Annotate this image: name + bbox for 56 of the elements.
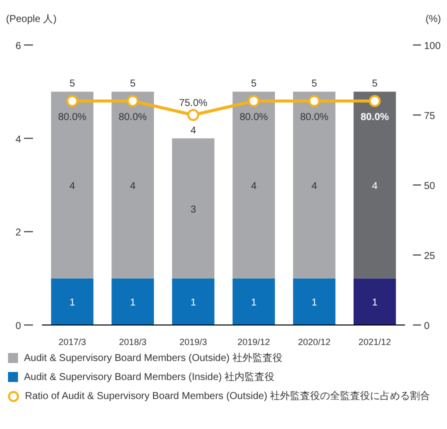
data-label: 4: [130, 181, 136, 192]
y2-tick-label: 75: [424, 111, 436, 122]
x-tick-label: 2017/3: [58, 337, 86, 347]
y2-tick-label: 0: [424, 321, 430, 332]
y2-tick-label: 25: [424, 251, 436, 262]
data-label: 4: [69, 181, 76, 192]
bar: [354, 92, 396, 278]
bar: [112, 278, 154, 325]
bar: [51, 92, 94, 278]
bar: [293, 92, 336, 278]
x-tick-label: 2020/12: [298, 337, 331, 347]
total-label: 5: [250, 78, 257, 90]
data-label: 80.0%: [300, 112, 329, 123]
bar: [51, 278, 94, 325]
data-label: 1: [250, 298, 257, 309]
bar: [172, 138, 214, 278]
data-label: 4: [311, 181, 318, 192]
x-tick-label: 2021/12: [358, 337, 392, 347]
y2-tick-label: 50: [424, 181, 436, 192]
data-label: 75.0%: [179, 98, 208, 109]
bar: [232, 92, 275, 278]
data-label: 1: [69, 298, 76, 309]
bar: [354, 278, 396, 325]
data-label: 80.0%: [58, 112, 87, 123]
y-tick-label: 0: [15, 321, 22, 332]
legend-label: Audit & Supervisory Board Members (Outside) 社外監査役: [24, 352, 282, 365]
y-tick-label: 2: [15, 228, 22, 239]
data-label: 80.0%: [240, 112, 268, 123]
bar: [172, 278, 214, 325]
bar: [232, 278, 275, 325]
data-label: 1: [372, 298, 378, 309]
data-label: 80.0%: [118, 112, 148, 123]
data-label: 4: [250, 181, 257, 192]
x-tick-label: 2019/3: [179, 337, 208, 347]
data-label: 80.0%: [360, 112, 390, 123]
total-label: 5: [372, 78, 378, 90]
y2-tick-label: 100: [424, 41, 442, 52]
total-label: 5: [69, 78, 76, 90]
x-tick-label: 2018/3: [118, 337, 147, 347]
y2-axis-title: (%): [425, 14, 441, 25]
y-axis-title: (People 人): [6, 14, 57, 25]
total-label: 5: [130, 78, 136, 90]
total-label: 5: [311, 78, 318, 90]
data-label: 1: [311, 298, 318, 309]
legend-label: Audit & Supervisory Board Members (Inside) 社内監査役: [24, 371, 275, 384]
y-tick-label: 6: [15, 41, 22, 52]
x-tick-label: 2019/12: [237, 337, 270, 347]
y-tick-label: 4: [15, 134, 22, 146]
data-label: 4: [372, 181, 378, 192]
total-label: 4: [190, 125, 196, 136]
bar: [293, 278, 336, 325]
data-label: 1: [190, 298, 196, 309]
data-label: 1: [130, 298, 136, 309]
data-label: 3: [190, 204, 196, 216]
bar: [112, 92, 154, 278]
legend-label: Ratio of Audit & Supervisory Board Members (Outside) 社外監査役の全監査役に占める割合: [25, 390, 430, 403]
